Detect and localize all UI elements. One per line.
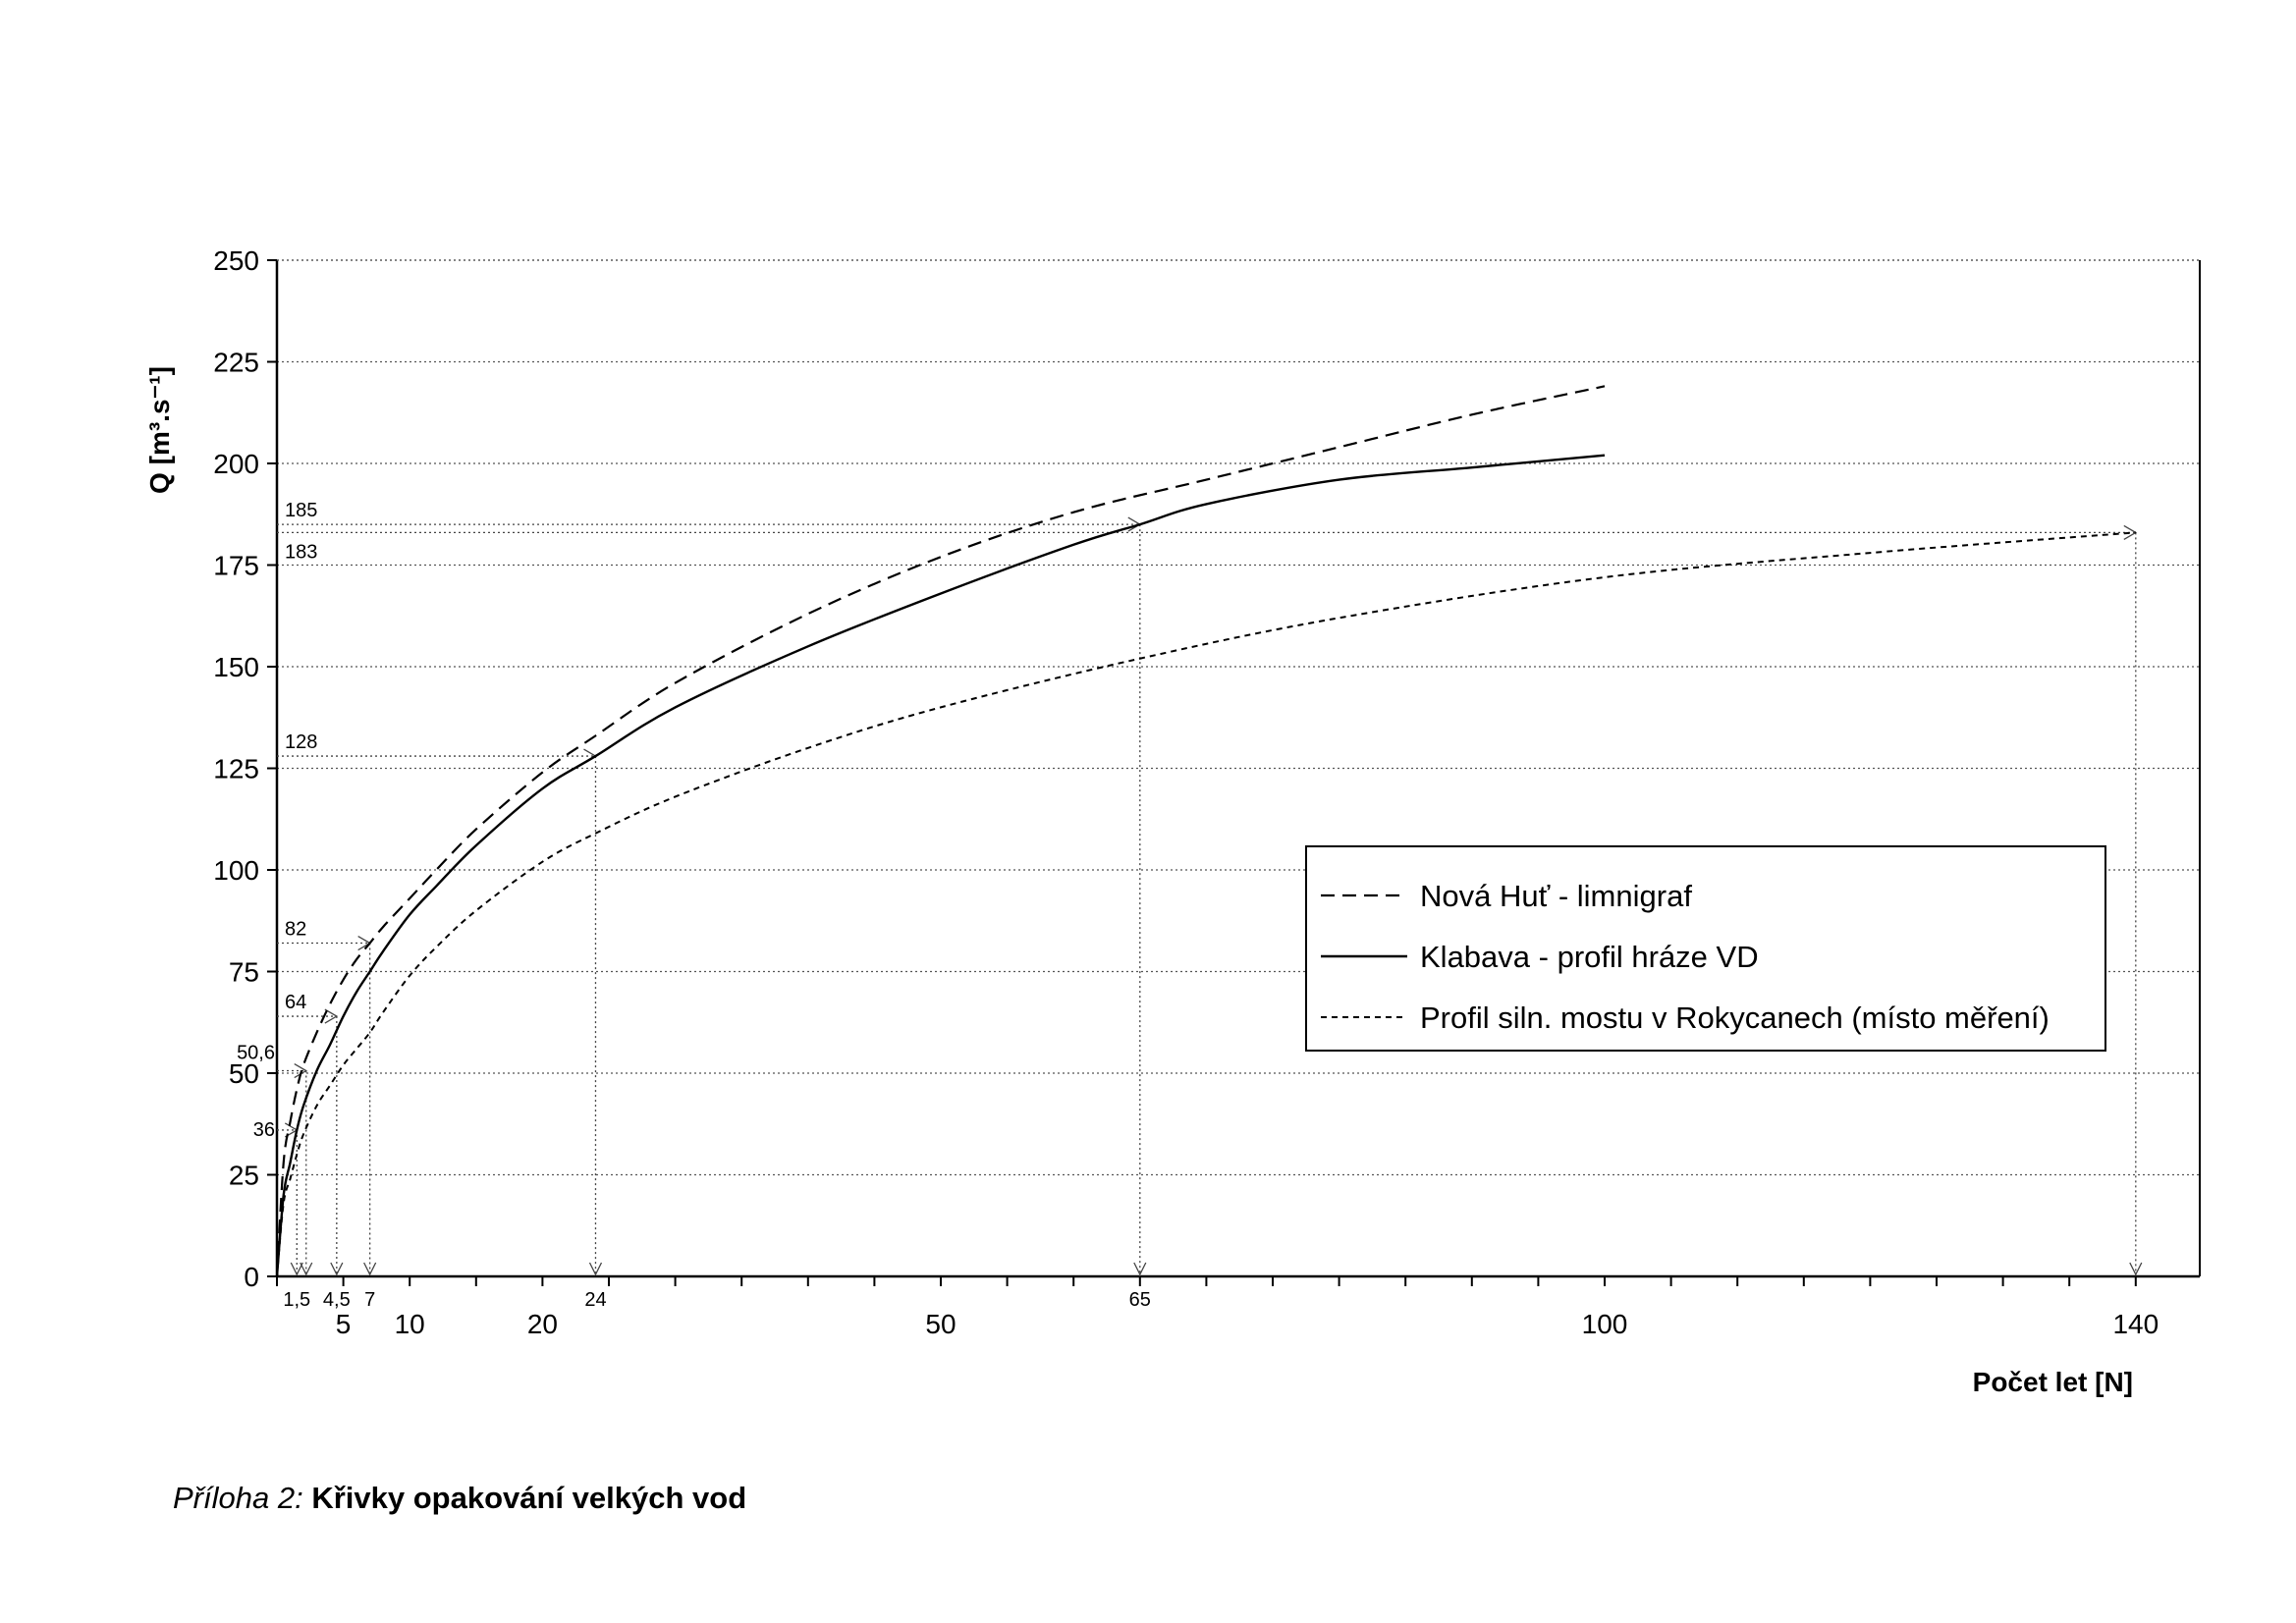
y-tick-label: 125 [213,754,259,784]
x-tick-label: 20 [527,1309,558,1339]
y-tick-label: 150 [213,652,259,682]
y-tick-label: 0 [244,1262,259,1292]
legend-label-3: Profil siln. mostu v Rokycanech (místo m… [1420,1001,2050,1035]
guide-label-x: 4,5 [323,1289,351,1311]
y-tick-label: 50 [229,1058,259,1089]
guide-label-y: 64 [285,992,306,1013]
caption-prefix: Příloha 2: [173,1481,303,1515]
guide-arrow [588,1262,603,1276]
guide-arrow [363,1262,377,1276]
figure-caption: Příloha 2: Křivky opakování velkých vod [173,1481,746,1516]
series-line-2 [275,454,1606,1277]
legend-label-1: Nová Huť - limnigraf [1420,879,1692,913]
y-tick-label: 200 [213,449,259,479]
x-tick-label: 5 [336,1309,352,1339]
guide-label-y: 50,6 [237,1043,275,1064]
guide-label-x: 7 [364,1289,375,1311]
y-tick-label: 250 [213,245,259,276]
legend-box [1305,845,2106,1052]
guide-arrow [357,935,371,951]
caption-title: Křivky opakování velkých vod [311,1481,747,1515]
guide-label-y: 183 [285,541,317,563]
guide-label-y: 36 [253,1119,275,1141]
x-tick-label: 10 [395,1309,425,1339]
x-axis-ticks: 5 10 20 50 100 140 [276,1276,2159,1339]
legend-label-2: Klabava - profil hráze VD [1420,940,1759,974]
x-tick-label: 100 [1582,1309,1628,1339]
x-tick-label: 50 [925,1309,956,1339]
y-axis-ticks: 0 25 50 75 100 125 150 175 200 225 250 [213,245,277,1292]
guide-arrow [290,1262,303,1276]
guide-label-y: 185 [285,500,317,521]
y-tick-label: 25 [229,1161,259,1191]
guide-arrow [2129,1262,2143,1276]
x-tick-label: 140 [2112,1309,2159,1339]
guide-label-y: 128 [285,731,317,753]
series-lines [275,385,2136,1277]
guide-arrow [1133,1262,1147,1276]
y-tick-label: 175 [213,551,259,581]
guide-label-x: 24 [584,1289,606,1311]
guide-label-y: 82 [285,919,306,941]
guide-label-x: 1,5 [283,1289,310,1311]
guide-arrow [330,1262,344,1276]
y-axis-label: Q [m³.s⁻¹] [144,366,175,494]
guide-arrow [300,1262,313,1276]
plot-frame [275,259,2201,1278]
guide-label-x: 65 [1129,1289,1151,1311]
y-tick-label: 100 [213,855,259,886]
series-line-1 [275,385,1606,1277]
y-tick-label: 225 [213,348,259,378]
annotation-guides: 185 183 128 82 64 50,6 36 1,5 4,5 7 24 65 [237,500,2143,1311]
legend: Nová Huť - limnigraf Klabava - profil hrá… [1305,845,2106,1052]
y-tick-label: 75 [229,957,259,988]
series-line-3 [276,531,2136,1277]
x-axis-label: Počet let [N] [1973,1367,2133,1397]
